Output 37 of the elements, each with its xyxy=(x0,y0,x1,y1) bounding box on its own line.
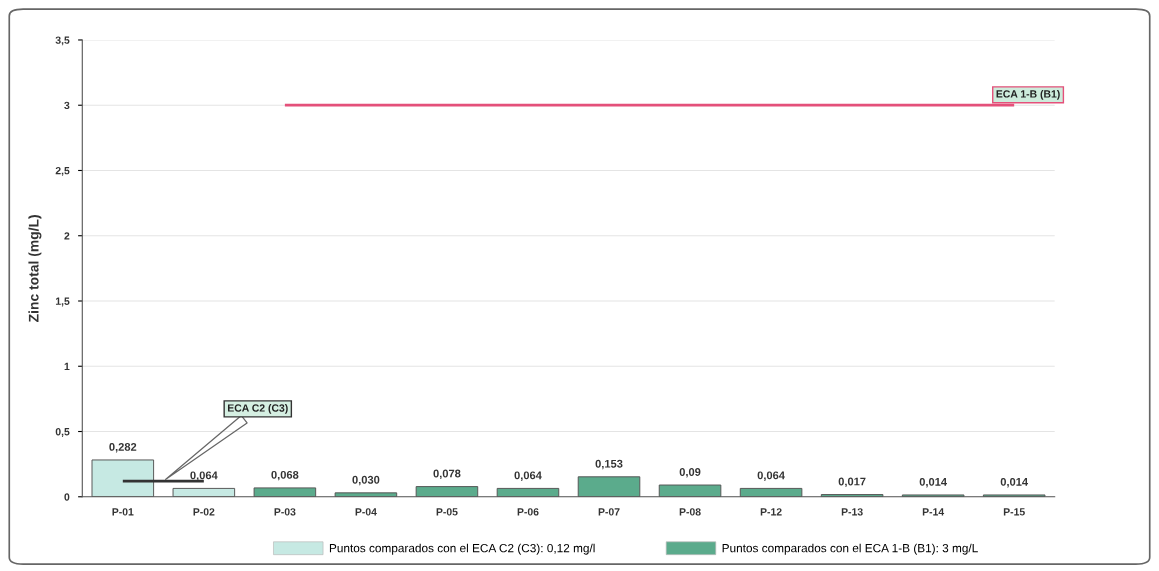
data-label: 0,017 xyxy=(838,477,866,488)
x-tick-label: P-14 xyxy=(922,508,945,516)
x-tick-label: P-04 xyxy=(355,508,377,516)
data-label: 0,014 xyxy=(1000,477,1029,488)
x-tick-label: P-08 xyxy=(679,508,701,516)
y-tick-label: 0 xyxy=(64,493,70,501)
y-axis-title: Zinc total (mg/L) xyxy=(28,215,42,322)
x-tick-label: P-12 xyxy=(760,508,782,516)
x-tick-label: P-03 xyxy=(274,508,296,516)
series-label: ECA 1-B (B1) xyxy=(996,89,1060,100)
data-label: 0,282 xyxy=(109,442,137,453)
data-label: 0,030 xyxy=(352,475,380,486)
data-label: 0,078 xyxy=(433,469,461,480)
data-label: 0,064 xyxy=(190,471,218,481)
data-label: 0,064 xyxy=(514,471,542,481)
y-tick-label: 0,5 xyxy=(55,428,70,437)
y-tick-label: 1,5 xyxy=(55,297,70,307)
y-tick-label: 1 xyxy=(64,362,70,371)
text: ECA C2 (C3) xyxy=(227,404,288,414)
data-label: 0,068 xyxy=(271,470,299,481)
data-label: 0,153 xyxy=(595,459,623,470)
data-label: 0,014 xyxy=(919,477,947,488)
x-tick-label: P-05 xyxy=(436,508,458,516)
y-tick-label: 3 xyxy=(64,101,70,110)
y-tick-label: 3,5 xyxy=(55,36,70,46)
data-label: 0,09 xyxy=(679,468,701,478)
legend-label: Puntos comparados con el ECA 1-B (B1): 3 mg/L xyxy=(722,543,978,555)
x-tick-label: P-15 xyxy=(1003,508,1025,516)
x-tick-label: P-01 xyxy=(112,508,134,516)
x-tick-label: P-06 xyxy=(517,508,539,516)
y-tick-label: 2 xyxy=(64,232,70,240)
x-tick-label: P-07 xyxy=(598,508,620,516)
data-label: 0,064 xyxy=(757,471,785,481)
y-tick-label: 2,5 xyxy=(55,166,70,176)
legend-label: Puntos comparados con el ECA C2 (C3): 0,12 mg/l xyxy=(329,543,595,555)
x-tick-label: P-02 xyxy=(193,508,215,516)
x-tick-label: P-13 xyxy=(841,508,863,516)
